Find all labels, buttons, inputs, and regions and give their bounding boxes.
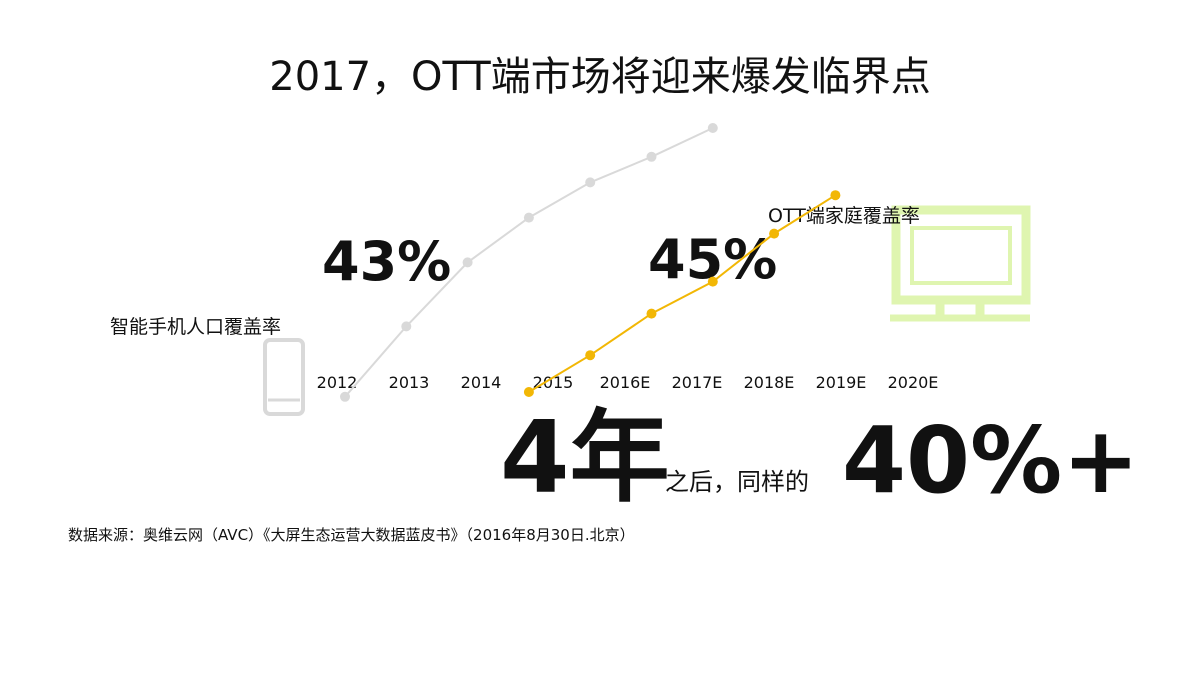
- data-point: [646, 308, 657, 319]
- annotation: 4年: [500, 399, 670, 516]
- x-tick-label: 2019E: [816, 373, 867, 392]
- data-point: [830, 190, 841, 201]
- annotation: 43%: [322, 230, 451, 293]
- data-point: [523, 387, 534, 397]
- data-point: [340, 391, 350, 402]
- x-tick-label: 2012: [317, 373, 358, 392]
- x-tick-label: 2017E: [672, 373, 723, 392]
- source: 数据来源：奥维云网（AVC）《大屏生态运营大数据蓝皮书》（2016年8月30日.…: [68, 526, 635, 544]
- data-point: [523, 212, 534, 223]
- x-tick-label: 2015: [533, 373, 574, 392]
- data-point: [707, 123, 718, 133]
- data-point: [585, 350, 596, 361]
- x-tick-label: 2014: [461, 373, 502, 392]
- data-point: [769, 228, 780, 239]
- chart-title: 2017，OTT端市场将迎来爆发临界点: [269, 54, 930, 100]
- data-point: [585, 177, 596, 188]
- x-tick-label: 2020E: [888, 373, 939, 392]
- series-label: OTT端家庭覆盖率: [768, 205, 920, 227]
- x-tick-label: 2016E: [600, 373, 651, 392]
- data-point: [462, 257, 473, 268]
- data-point: [707, 276, 718, 287]
- annotation: 之后，同样的: [665, 468, 809, 496]
- annotation: 40%+: [842, 407, 1139, 514]
- x-tick-label: 2018E: [744, 373, 795, 392]
- data-point: [401, 321, 412, 332]
- series-label: 智能手机人口覆盖率: [110, 316, 281, 338]
- series-line: [528, 194, 836, 393]
- x-tick-label: 2013: [389, 373, 430, 392]
- data-point: [646, 151, 657, 162]
- phone-icon: [263, 338, 305, 416]
- monitor-icon: [890, 205, 1031, 322]
